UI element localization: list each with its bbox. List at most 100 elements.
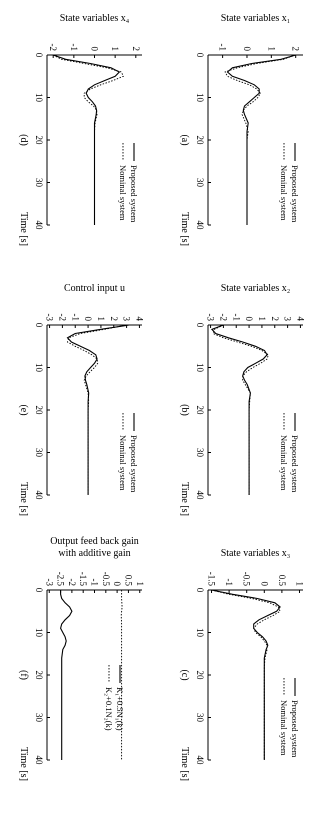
chart-panel-c: 0 10 20 30 40 1 0.5 0 -0.5 -1 -1.5 State variables … bbox=[179, 548, 304, 781]
x-tick-label: 40 bbox=[34, 221, 44, 231]
legend-entry: Nominal system bbox=[118, 165, 128, 221]
x-tick-label: 40 bbox=[34, 756, 44, 766]
y-axis-label-line2: with additive gain bbox=[58, 548, 130, 559]
y-tick-label: -1.5 bbox=[207, 572, 217, 587]
x-tick-label: 40 bbox=[195, 491, 205, 501]
series-line-proposed bbox=[210, 324, 268, 495]
x-tick-label: 0 bbox=[195, 588, 205, 593]
y-tick-label: 0 bbox=[83, 317, 93, 322]
x-axis-label: Time [s] bbox=[179, 747, 190, 781]
x-axis-label: Time [s] bbox=[18, 747, 29, 781]
series-line-proposed bbox=[53, 54, 121, 225]
x-tick-label: 0 bbox=[34, 588, 44, 593]
y-tick-label: 1 bbox=[266, 47, 276, 52]
y-tick-label: 3 bbox=[283, 317, 293, 322]
y-tick-label: -1 bbox=[231, 314, 241, 322]
x-axis-label: Time [s] bbox=[179, 482, 190, 516]
y-tick-label: 1 bbox=[135, 582, 145, 587]
y-tick-label: -0.5 bbox=[101, 572, 111, 587]
y-tick-label: 1 bbox=[110, 47, 120, 52]
x-tick-label: 10 bbox=[34, 363, 44, 373]
y-tick-label: -1 bbox=[218, 44, 228, 52]
panel-label: (d) bbox=[18, 134, 29, 146]
panel-label: (c) bbox=[179, 669, 190, 680]
panel-label: (b) bbox=[179, 404, 190, 416]
y-tick-label: 4 bbox=[134, 317, 144, 322]
legend-entry: Nominal system bbox=[118, 435, 128, 491]
y-tick-label: -2 bbox=[48, 44, 58, 52]
x-tick-label: 30 bbox=[34, 713, 44, 723]
y-tick-label: -1 bbox=[90, 579, 100, 587]
x-tick-label: 20 bbox=[34, 136, 44, 146]
y-tick-label: 1 bbox=[294, 582, 304, 587]
x-axis-label: Time [s] bbox=[18, 482, 29, 516]
y-tick-label: -3 bbox=[206, 314, 216, 322]
x-tick-label: 10 bbox=[195, 628, 205, 638]
x-tick-label: 40 bbox=[195, 756, 205, 766]
x-tick-label: 30 bbox=[195, 448, 205, 458]
x-axis-label: Time [s] bbox=[18, 212, 29, 246]
series-line-nominal bbox=[224, 54, 296, 225]
y-tick-label: 1 bbox=[257, 317, 267, 322]
y-axis-label: State variables x₄ bbox=[60, 13, 130, 24]
x-tick-label: 30 bbox=[34, 178, 44, 188]
y-tick-label: 0 bbox=[90, 47, 100, 52]
x-tick-label: 0 bbox=[195, 53, 205, 58]
y-tick-label: 3 bbox=[122, 317, 132, 322]
y-tick-label: -3 bbox=[45, 314, 55, 322]
legend-entry: K₂+0.1N₂(k) bbox=[104, 687, 114, 731]
series-line-nominal bbox=[212, 324, 269, 495]
y-tick-label: -0.5 bbox=[242, 572, 252, 587]
x-tick-label: 0 bbox=[34, 53, 44, 58]
legend-entry: Nominal system bbox=[279, 165, 289, 221]
panel-label: (e) bbox=[18, 404, 29, 415]
x-tick-label: 20 bbox=[34, 671, 44, 681]
y-tick-label: 0 bbox=[112, 582, 122, 587]
series-line-nominal bbox=[66, 324, 127, 495]
y-axis-label: State variables x₂ bbox=[221, 283, 291, 294]
legend-entry: K₁+0.5N₁(k) bbox=[115, 687, 125, 731]
y-tick-label: -1.5 bbox=[78, 572, 88, 587]
x-tick-label: 10 bbox=[34, 628, 44, 638]
y-tick-label: 0.5 bbox=[277, 575, 287, 587]
x-tick-label: 10 bbox=[34, 93, 44, 103]
y-tick-label: 0 bbox=[242, 47, 252, 52]
x-tick-label: 20 bbox=[195, 136, 205, 146]
x-tick-label: 10 bbox=[195, 93, 205, 103]
x-tick-label: 20 bbox=[195, 671, 205, 681]
y-axis-label-line1: Output feed back gain bbox=[50, 536, 139, 547]
x-tick-label: 40 bbox=[34, 491, 44, 501]
x-axis-label: Time [s] bbox=[179, 212, 190, 246]
legend: K₁+0.5N₁(k)K₂+0.1N₂(k) bbox=[104, 665, 125, 731]
series-line-nominal bbox=[52, 54, 125, 225]
y-tick-label: -2 bbox=[67, 579, 77, 587]
y-tick-label: 2 bbox=[131, 47, 141, 52]
y-tick-label: -1 bbox=[224, 579, 234, 587]
x-tick-label: 30 bbox=[195, 178, 205, 188]
legend-entry: Proposed system bbox=[290, 700, 300, 758]
y-tick-label: 2 bbox=[291, 47, 301, 52]
y-tick-label: 0 bbox=[244, 317, 254, 322]
y-tick-label: -3 bbox=[44, 579, 54, 587]
legend-entry: Proposed system bbox=[129, 435, 139, 493]
x-tick-label: 10 bbox=[195, 363, 205, 373]
y-axis-label: State variables x₁ bbox=[221, 13, 291, 24]
y-tick-label: 0.5 bbox=[123, 575, 133, 587]
panel-label: (f) bbox=[18, 670, 29, 680]
legend-entry: Nominal system bbox=[279, 700, 289, 756]
legend-entry: Proposed system bbox=[129, 165, 139, 223]
x-tick-label: 20 bbox=[195, 406, 205, 416]
x-tick-label: 30 bbox=[195, 713, 205, 723]
x-tick-label: 30 bbox=[34, 448, 44, 458]
x-tick-label: 0 bbox=[34, 323, 44, 328]
